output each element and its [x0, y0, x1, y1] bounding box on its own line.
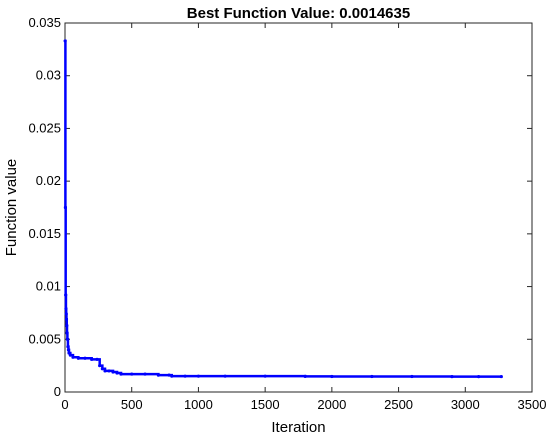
x-tick-label: 3000: [451, 397, 480, 412]
data-point: [64, 317, 69, 321]
data-point: [66, 345, 70, 349]
data-point: [330, 374, 334, 379]
data-point: [170, 374, 174, 378]
data-point: [65, 323, 69, 328]
data-point: [71, 355, 75, 359]
x-axis-label: Iteration: [271, 419, 325, 436]
data-point: [196, 374, 201, 378]
data-point: [263, 374, 267, 378]
x-tick-label: 2000: [317, 397, 346, 412]
data-point: [68, 353, 72, 357]
plot-area: [64, 22, 533, 393]
y-tick-label: 0.005: [28, 331, 61, 346]
x-tick-label: 3500: [518, 397, 547, 412]
x-tick-label: 0: [61, 397, 68, 412]
data-point: [167, 373, 171, 377]
data-point: [477, 375, 481, 379]
data-point: [111, 370, 115, 374]
data-point: [100, 367, 104, 371]
data-point: [66, 348, 71, 352]
data-point: [64, 312, 68, 316]
data-point: [83, 356, 87, 360]
y-tick-label: 0.015: [28, 226, 61, 241]
x-tick-label: 1500: [251, 397, 280, 412]
data-point: [223, 374, 227, 378]
data-point: [130, 372, 134, 376]
y-tick-label: 0.02: [36, 173, 61, 188]
data-point: [65, 337, 70, 341]
data-point: [183, 374, 187, 378]
data-point: [303, 374, 307, 378]
data-point: [63, 205, 68, 210]
data-point: [143, 372, 147, 376]
data-point: [370, 374, 374, 379]
data-series: [63, 39, 503, 379]
y-tick-label: 0: [54, 384, 61, 399]
data-point: [63, 39, 67, 43]
y-tick-label: 0.01: [36, 279, 61, 294]
data-point: [115, 371, 119, 375]
data-point: [98, 364, 102, 368]
data-point: [76, 356, 80, 360]
data-point: [156, 373, 160, 377]
data-point: [95, 357, 99, 361]
x-tick-label: 500: [121, 397, 143, 412]
y-tick-label: 0.035: [28, 15, 61, 30]
y-axis-label: Function value: [3, 159, 20, 257]
data-point: [499, 374, 503, 379]
data-point: [64, 307, 68, 311]
y-axis: 0 0.005 0.01 0.015 0.02 0.025 0.03 0.035: [28, 15, 532, 399]
data-point: [450, 375, 454, 379]
data-point: [90, 357, 94, 361]
data-point: [65, 331, 69, 335]
data-point: [107, 369, 111, 373]
x-tick-label: 1000: [184, 397, 213, 412]
x-axis: 0 500 1000 1500 2000 2500 3000 3500: [61, 23, 546, 412]
data-point: [119, 372, 123, 376]
data-point: [103, 369, 107, 373]
y-tick-label: 0.03: [36, 68, 61, 83]
chart-title: Best Function Value: 0.0014635: [187, 5, 410, 22]
y-tick-label: 0.025: [28, 120, 61, 135]
data-point: [410, 374, 414, 379]
x-tick-label: 2500: [384, 397, 413, 412]
data-point: [64, 293, 68, 297]
